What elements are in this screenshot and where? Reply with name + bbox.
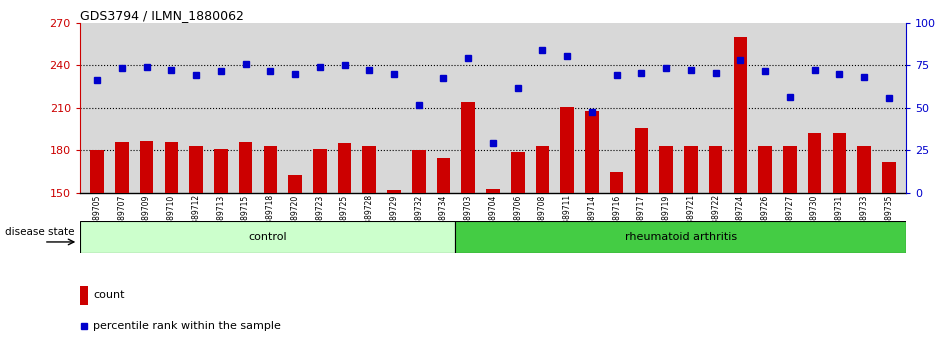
Bar xyxy=(338,143,351,193)
Text: control: control xyxy=(248,232,287,242)
Bar xyxy=(455,221,906,253)
Text: disease state: disease state xyxy=(5,227,74,238)
Bar xyxy=(857,146,870,193)
Bar xyxy=(437,158,451,193)
Bar xyxy=(635,128,648,193)
Bar xyxy=(511,152,525,193)
Text: percentile rank within the sample: percentile rank within the sample xyxy=(93,321,281,331)
Bar xyxy=(115,142,129,193)
Bar xyxy=(535,146,549,193)
Bar xyxy=(659,146,673,193)
Bar xyxy=(808,133,822,193)
Text: count: count xyxy=(93,290,125,300)
Bar xyxy=(190,146,203,193)
Bar xyxy=(80,286,88,305)
Bar xyxy=(585,111,599,193)
Bar xyxy=(561,107,574,193)
Bar xyxy=(733,37,747,193)
Bar xyxy=(609,172,623,193)
Bar xyxy=(685,146,698,193)
Text: rheumatoid arthritis: rheumatoid arthritis xyxy=(624,232,737,242)
Bar xyxy=(313,149,327,193)
Bar xyxy=(461,102,475,193)
Bar xyxy=(264,146,277,193)
Bar xyxy=(80,221,455,253)
Bar xyxy=(164,142,178,193)
Bar xyxy=(90,150,104,193)
Bar xyxy=(288,175,301,193)
Bar xyxy=(882,162,896,193)
Bar xyxy=(833,133,846,193)
Bar xyxy=(140,141,153,193)
Bar xyxy=(783,146,796,193)
Bar xyxy=(214,149,227,193)
Bar xyxy=(362,146,377,193)
Text: GDS3794 / ILMN_1880062: GDS3794 / ILMN_1880062 xyxy=(80,9,244,22)
Bar xyxy=(239,142,253,193)
Bar xyxy=(387,190,401,193)
Bar xyxy=(486,189,500,193)
Bar xyxy=(759,146,772,193)
Bar xyxy=(412,150,425,193)
Bar xyxy=(709,146,722,193)
